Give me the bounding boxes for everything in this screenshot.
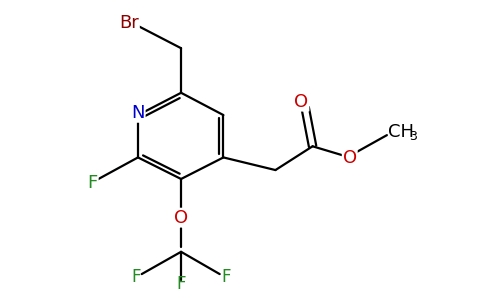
Text: 3: 3: [409, 130, 417, 143]
Text: N: N: [131, 104, 145, 122]
Text: O: O: [174, 208, 188, 226]
Text: F: F: [88, 174, 98, 192]
Text: O: O: [294, 93, 308, 111]
Text: F: F: [131, 268, 140, 286]
Text: CH: CH: [388, 123, 414, 141]
Text: F: F: [176, 275, 186, 293]
Text: F: F: [221, 268, 230, 286]
Text: Br: Br: [119, 14, 139, 32]
Text: O: O: [343, 149, 357, 167]
